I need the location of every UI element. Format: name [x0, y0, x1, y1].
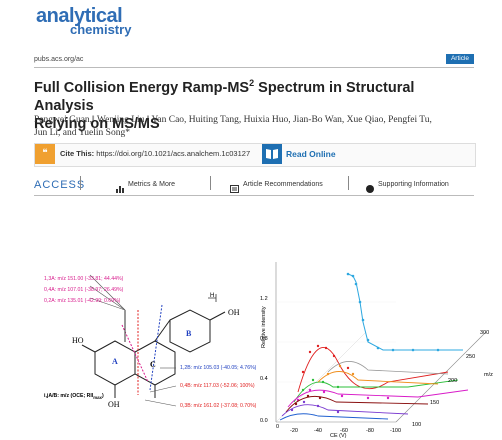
- label-text: 0,3B: m/z 161.02 (-37.08; 0.70%): [180, 403, 257, 409]
- x-tick: -20: [290, 428, 298, 434]
- quote-icon[interactable]: ❝: [35, 144, 55, 164]
- x-tick: -80: [366, 428, 374, 434]
- x-tick: 0: [276, 424, 280, 430]
- read-online-link[interactable]: Read Online: [286, 149, 336, 159]
- fragment-label-03b: 0,3B: m/z 161.02 (-37.08; 0.70%): [180, 403, 256, 409]
- author-list: Pengwei Guan,‖ Wenjing Liu,‖ Yan Cao, Hu…: [34, 114, 474, 140]
- read-online-icon[interactable]: [262, 144, 282, 164]
- fragment-label-02a: 0,2A: m/z 135.01 (-42.99; 0.69%): [44, 298, 120, 304]
- x-tick: -40: [314, 428, 322, 434]
- ho-label: HO: [72, 336, 84, 345]
- title-part-2: Spectrum in Structural Analysis: [34, 79, 415, 114]
- h-label: H: [210, 293, 215, 299]
- fragment-label-13a: 1,3A: m/z 151.00 (-33.81; 44.44%): [44, 276, 123, 282]
- legend-label: i,jA/B: m/z (OCE; RIImax): [44, 393, 104, 400]
- journal-logo-line1[interactable]: analytical: [36, 5, 123, 27]
- ce-ramp-3d-plot: [275, 262, 487, 423]
- label-text: ): [101, 393, 104, 399]
- access-divider: [34, 195, 474, 196]
- y-axis-label: m/z: [484, 372, 493, 378]
- oh-label-bottom: OH: [108, 400, 120, 409]
- supporting-info-icon[interactable]: [366, 180, 374, 198]
- y-tick: 250: [466, 354, 476, 360]
- x-tick: -100: [390, 428, 402, 434]
- article-icon[interactable]: [230, 180, 239, 198]
- ring-a-label: A: [112, 357, 118, 366]
- label-sub: max: [93, 395, 102, 401]
- y-tick: 100: [412, 422, 422, 428]
- z-tick: 0.8: [260, 336, 268, 342]
- x-tick: -60: [340, 428, 348, 434]
- ring-c-label: C: [150, 360, 156, 369]
- cite-bar: [34, 143, 476, 167]
- title-line-2: Relying on MS/MS: [34, 115, 160, 132]
- tab-metrics[interactable]: Metrics & More: [128, 181, 176, 188]
- oh-label-top: OH: [228, 308, 240, 317]
- authors-line-2[interactable]: Jun Li, and Yuelin Song*: [34, 128, 130, 138]
- title-superscript: 2: [249, 78, 255, 88]
- access-separator: [348, 176, 349, 190]
- y-tick: 150: [430, 400, 440, 406]
- doi-link[interactable]: https://doi.org/10.1021/acs.analchem.1c0…: [96, 149, 251, 158]
- article-type-badge: Article: [446, 54, 474, 64]
- fragment-label-04b: 0,4B: m/z 117.03 (-52.06; 100%): [180, 383, 255, 389]
- tab-recommendations[interactable]: Article Recommendations: [243, 181, 323, 188]
- authors-line-1[interactable]: Pengwei Guan,‖ Wenjing Liu,‖ Yan Cao, Hu…: [34, 115, 432, 125]
- z-tick: 1.2: [260, 296, 268, 302]
- label-text: 0,4A: m/z 107.01 (-38.97; 26.49%): [44, 287, 124, 293]
- access-separator: [210, 176, 211, 190]
- label-text: 0,4B: m/z 117.03 (-52.06; 100%): [180, 383, 255, 389]
- header-divider: [34, 67, 474, 68]
- cite-info: Cite This: https://doi.org/10.1021/acs.a…: [60, 149, 250, 158]
- fragment-label-12b: 1,2B: m/z 105.03 (-40.05; 4.76%): [180, 365, 256, 371]
- y-tick: 300: [480, 330, 490, 336]
- label-text: 1,2B: m/z 105.03 (-40.05; 4.76%): [180, 365, 257, 371]
- y-tick: 200: [448, 378, 458, 384]
- fragment-label-04a: 0,4A: m/z 107.01 (-38.97; 26.49%): [44, 287, 123, 293]
- journal-url[interactable]: pubs.acs.org/ac: [34, 56, 84, 63]
- tab-supporting-info[interactable]: Supporting Information: [378, 181, 449, 188]
- journal-logo-line2[interactable]: chemistry: [70, 22, 132, 37]
- access-label: ACCESS: [34, 179, 86, 191]
- access-separator: [80, 176, 81, 190]
- label-text: 1,3A: m/z 151.00 (-33.81; 44.44%): [44, 276, 124, 282]
- bar-chart-icon[interactable]: [116, 180, 125, 198]
- ring-b-label: B: [186, 329, 192, 338]
- title-part-1: Full Collision Energy Ramp-MS: [34, 79, 250, 96]
- label-text: 0,2A: m/z 135.01 (-42.99; 0.69%): [44, 298, 121, 304]
- molecule-structure-figure: [81, 274, 226, 407]
- z-tick: 0.4: [260, 376, 268, 382]
- label-text: i,jA/B: m/z (OCE; RII: [44, 393, 94, 399]
- ring-b-bond: [169, 309, 211, 353]
- z-tick: 0.0: [260, 418, 268, 424]
- x-axis-label: CE (V): [330, 433, 347, 439]
- article-title: Full Collision Energy Ramp-MS2 Spectrum …: [34, 74, 474, 133]
- cite-label: Cite This:: [60, 149, 95, 158]
